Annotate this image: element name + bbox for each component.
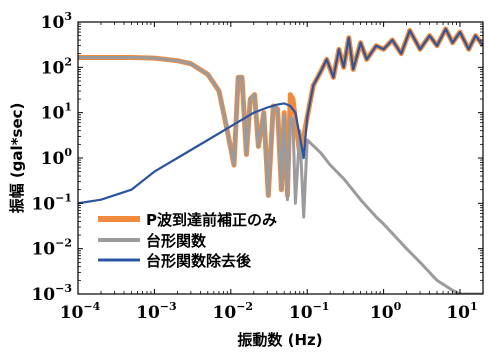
- legend-label-trapezoid-removed: 台形関数除去後: [146, 252, 252, 270]
- y-tick-label: 10−3: [31, 282, 72, 305]
- y-tick-label: 102: [41, 55, 72, 78]
- x-tick-label: 10−4: [60, 300, 101, 323]
- x-tick-label: 101: [446, 300, 477, 323]
- x-tick-label: 10−2: [213, 300, 254, 323]
- x-tick-label: 10−3: [136, 300, 177, 323]
- series-line-trapezoid: [78, 56, 483, 294]
- y-tick-label: 101: [41, 101, 72, 124]
- y-tick-label: 103: [41, 10, 72, 33]
- series-layer: [78, 26, 483, 294]
- x-axis-label: 振動数 (Hz): [237, 331, 322, 349]
- y-tick-label: 10−1: [31, 191, 72, 214]
- x-tick-label: 10−1: [289, 300, 330, 323]
- series-line-trapezoid-removed: [78, 27, 483, 205]
- x-tick-label: 100: [370, 300, 402, 323]
- legend-label-trapezoid: 台形関数: [146, 232, 207, 250]
- y-tick-label: 10−2: [31, 237, 72, 260]
- y-axis-label: 振幅 (gal*sec): [8, 103, 26, 214]
- ticks-layer: 10−4 10−3 10−2 10−1 100 10110−310−210−1100101…: [31, 10, 484, 323]
- y-tick-label: 100: [41, 146, 73, 169]
- legend-label-p-wave: P波到達前補正のみ: [146, 211, 277, 229]
- legend: P波到達前補正のみ 台形関数 台形関数除去後: [98, 211, 277, 270]
